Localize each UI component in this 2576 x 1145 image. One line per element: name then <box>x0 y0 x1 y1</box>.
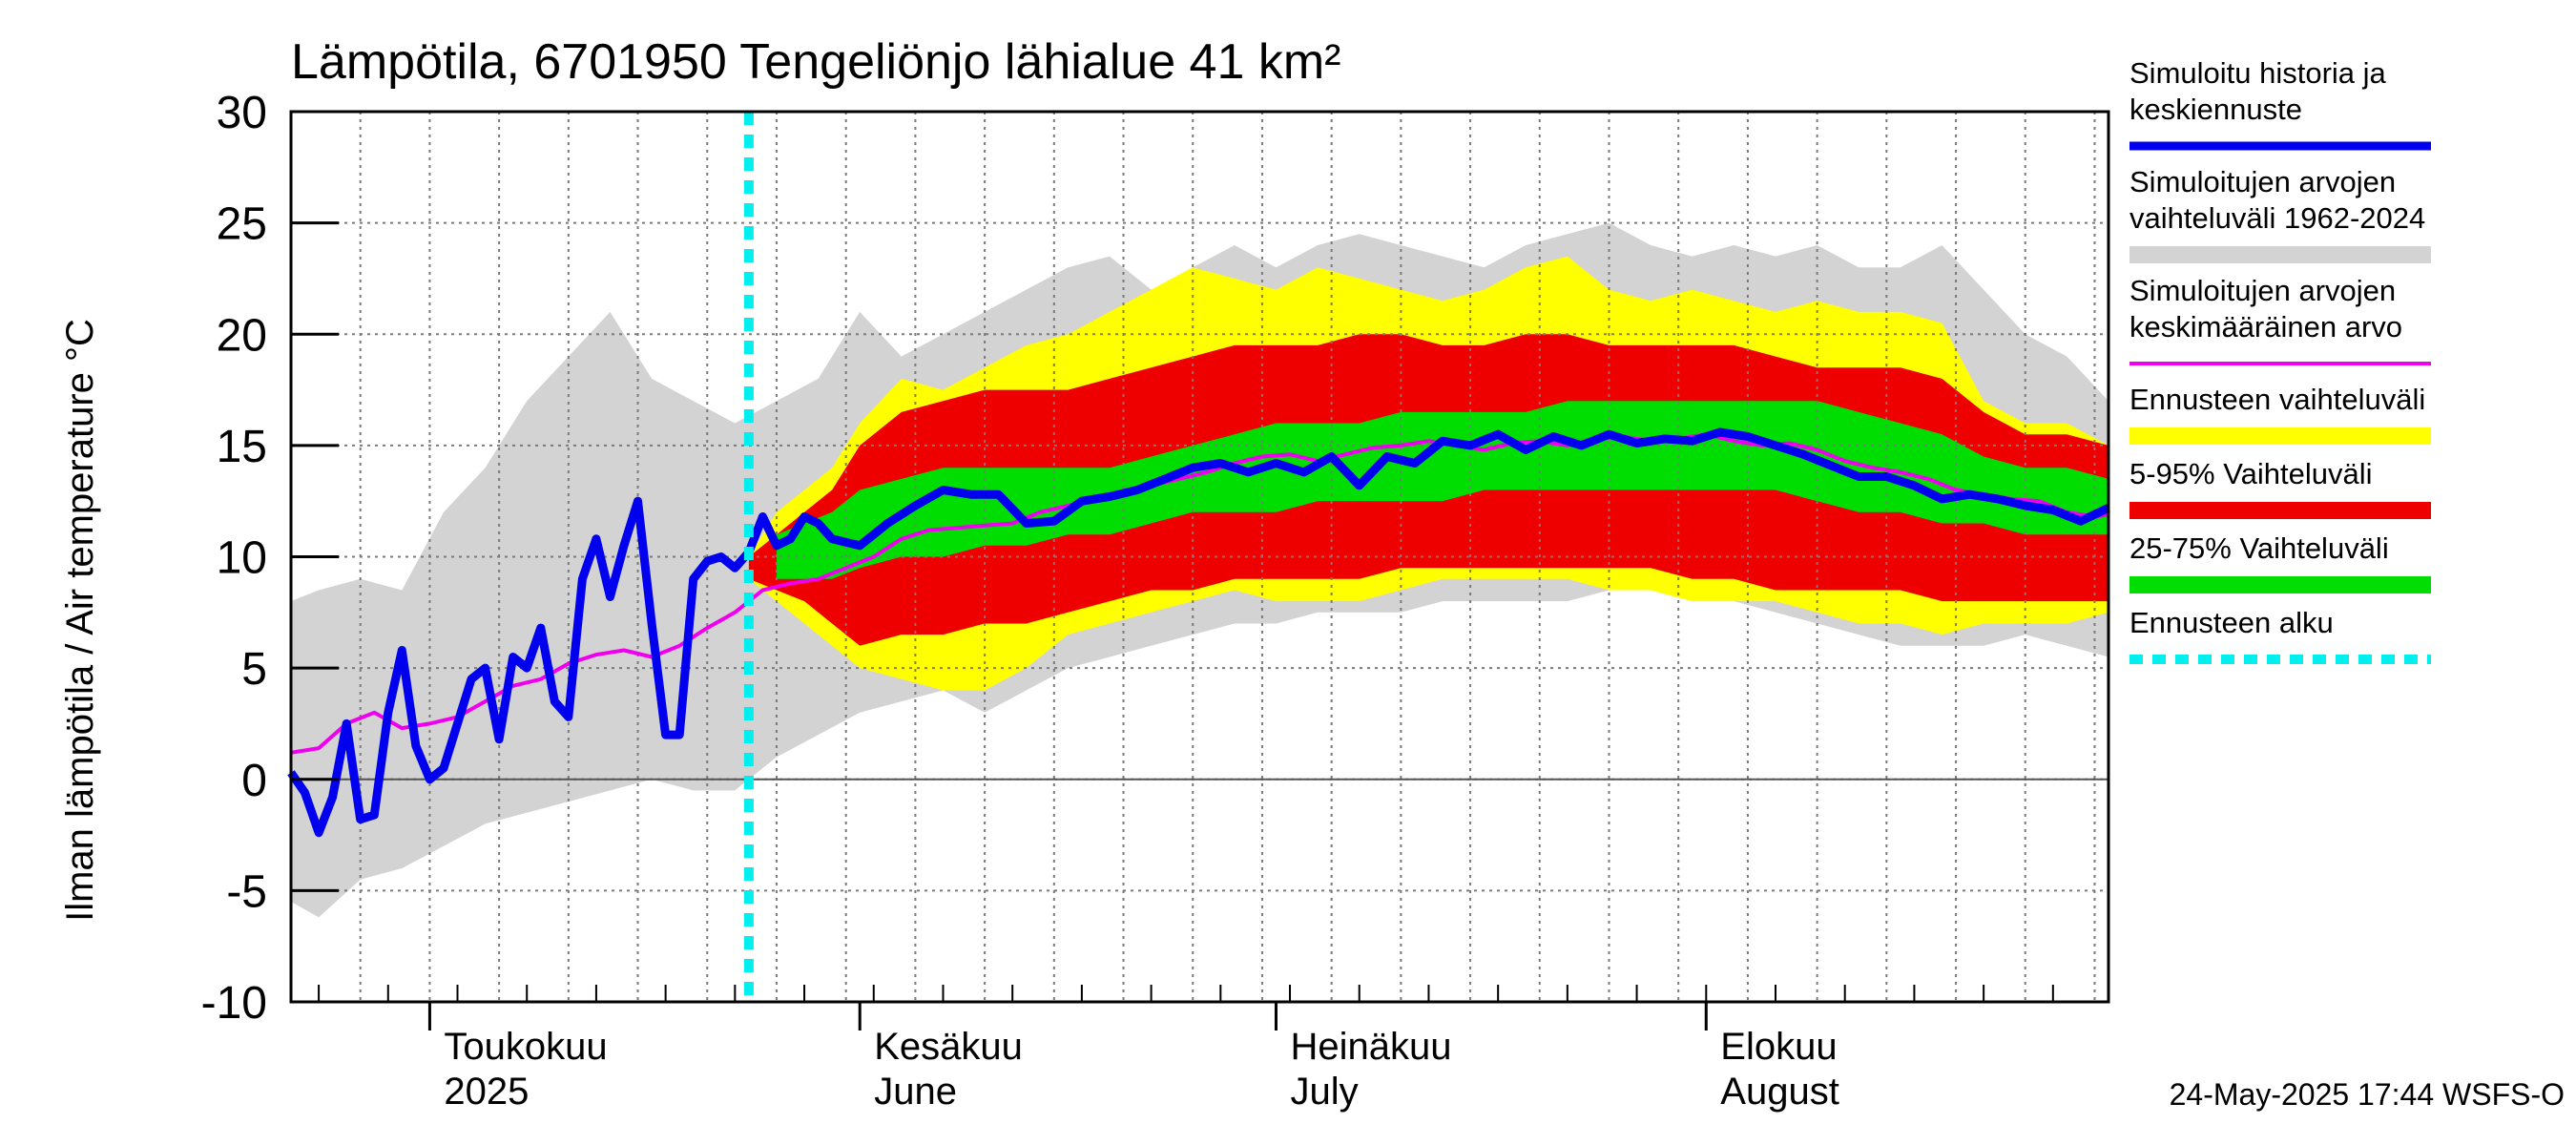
legend-label: Simuloitu historia ja <box>2129 56 2387 90</box>
legend-swatch <box>2129 576 2431 593</box>
series-line-simuloitujen-arvojen-keskim-r-inen-arvo <box>290 432 2109 755</box>
month-label-fi: Toukokuu <box>444 1026 607 1068</box>
month-label-fi: Heinäkuu <box>1290 1026 1451 1068</box>
month-label-en: July <box>1290 1071 1358 1113</box>
legend-label: keskiennuste <box>2129 93 2302 126</box>
plot-area <box>287 112 2110 1002</box>
month-label-en: August <box>1720 1071 1839 1113</box>
legend-label: Ennusteen alku <box>2129 606 2334 639</box>
timestamp: 24-May-2025 17:44 WSFS-O <box>2170 1077 2565 1112</box>
y-tick-label: 5 <box>241 644 267 695</box>
legend-item-ennusteen-alku: Ennusteen alku <box>2129 606 2431 664</box>
y-axis-label: Ilman lämpötila / Air temperature °C <box>59 319 101 922</box>
legend-label: 25-75% Vaihteluväli <box>2129 531 2389 565</box>
y-tick-label: 10 <box>217 533 267 584</box>
legend-item-5-95-vaihteluv-li: 5-95% Vaihteluväli <box>2129 457 2431 519</box>
legend-item-ennusteen-vaihteluv-li: Ennusteen vaihteluväli <box>2129 383 2431 445</box>
y-tick-label: -10 <box>201 978 267 1029</box>
y-tick-label: 0 <box>241 756 267 806</box>
y-tick-label: 15 <box>217 422 267 472</box>
legend-label: 5-95% Vaihteluväli <box>2129 457 2372 490</box>
month-label-fi: Kesäkuu <box>874 1026 1023 1068</box>
month-label-en: June <box>874 1071 957 1113</box>
y-tick-label: 25 <box>217 199 267 250</box>
legend-swatch <box>2129 427 2431 445</box>
legend-label: Ennusteen vaihteluväli <box>2129 383 2425 416</box>
month-label-en: 2025 <box>444 1071 529 1113</box>
month-label-fi: Elokuu <box>1720 1026 1837 1068</box>
legend-label: vaihteluväli 1962-2024 <box>2129 201 2425 235</box>
legend: Simuloitu historia jakeskiennusteSimuloi… <box>2129 56 2431 664</box>
chart-title: Lämpötila, 6701950 Tengeliönjo lähialue … <box>291 34 1340 90</box>
legend-swatch <box>2129 502 2431 519</box>
legend-label: Simuloitujen arvojen <box>2129 165 2396 198</box>
grid <box>291 112 2109 1002</box>
legend-label: Simuloitujen arvojen <box>2129 274 2396 307</box>
series-line-simuloitu-historia-ja-keskiennuste <box>287 427 2110 838</box>
y-tick-label: 20 <box>217 310 267 361</box>
y-tick-label: 30 <box>217 88 267 138</box>
legend-swatch <box>2129 246 2431 263</box>
y-tick-label: -5 <box>226 866 267 917</box>
legend-label: keskimääräinen arvo <box>2129 310 2402 344</box>
legend-item-25-75-vaihteluv-li: 25-75% Vaihteluväli <box>2129 531 2431 593</box>
